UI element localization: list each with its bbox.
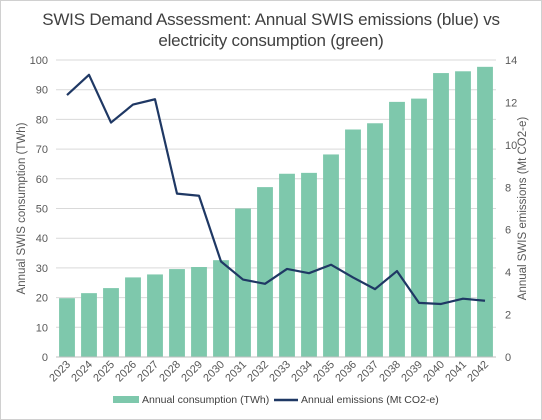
chart-title-line-2: electricity consumption (green) xyxy=(158,31,384,50)
legend-emissions-label: Annual emissions (Mt CO2-e) xyxy=(301,394,439,406)
x-tick-label: 2025 xyxy=(91,359,117,385)
consumption-bar xyxy=(235,208,251,357)
y-right-tick-label: 12 xyxy=(505,97,517,109)
consumption-bar xyxy=(169,269,185,357)
y-left-tick-label: 0 xyxy=(42,352,48,364)
y-left-tick-label: 80 xyxy=(36,114,48,126)
x-tick-label: 2027 xyxy=(135,359,161,385)
y-left-tick-label: 70 xyxy=(36,144,48,156)
x-tick-label: 2029 xyxy=(179,359,205,385)
x-tick-label: 2026 xyxy=(113,359,139,385)
consumption-bar xyxy=(257,187,273,357)
x-tick-label: 2031 xyxy=(223,359,249,385)
x-tick-label: 2036 xyxy=(333,359,359,385)
legend-consumption-label: Annual consumption (TWh) xyxy=(142,394,269,406)
chart-title: SWIS Demand Assessment: Annual SWIS emis… xyxy=(0,9,542,51)
consumption-bar xyxy=(213,260,229,357)
x-tick-label: 2034 xyxy=(289,359,315,385)
y-left-tick-label: 40 xyxy=(36,233,48,245)
consumption-bar xyxy=(477,66,493,358)
x-tick-label: 2040 xyxy=(421,359,447,385)
y-right-axis-title: Annual SWIS emissions (Mt CO2-e) xyxy=(517,117,529,301)
y-right-tick-label: 14 xyxy=(505,55,517,67)
chart-title-line-1: SWIS Demand Assessment: Annual SWIS emis… xyxy=(42,10,500,29)
x-tick-label: 2024 xyxy=(69,359,95,385)
consumption-bar xyxy=(81,293,97,357)
x-tick-label: 2039 xyxy=(399,359,425,385)
x-tick-label: 2035 xyxy=(311,359,337,385)
y-right-tick-label: 2 xyxy=(505,310,511,322)
consumption-bar xyxy=(147,274,163,357)
y-right-tick-label: 8 xyxy=(505,182,511,194)
emissions-line xyxy=(66,73,486,306)
consumption-bar xyxy=(367,123,383,357)
consumption-bar xyxy=(345,129,361,357)
x-tick-label: 2032 xyxy=(245,359,271,385)
consumption-bar xyxy=(103,288,119,357)
x-tick-label: 2023 xyxy=(47,359,73,385)
x-tick-label: 2041 xyxy=(443,359,469,385)
consumption-bar xyxy=(455,71,471,357)
y-left-axis-title: Annual SWIS consumption (TWh) xyxy=(16,122,28,294)
y-right-tick-label: 6 xyxy=(505,225,511,237)
x-tick-label: 2030 xyxy=(201,359,227,385)
y-left-tick-label: 50 xyxy=(36,204,48,216)
consumption-bar xyxy=(433,73,449,358)
consumption-bar xyxy=(191,267,207,357)
y-left-tick-label: 100 xyxy=(30,55,48,67)
consumption-bar xyxy=(279,173,295,357)
x-tick-label: 2028 xyxy=(157,359,183,385)
y-left-tick-label: 20 xyxy=(36,293,48,305)
consumption-bar xyxy=(323,154,339,357)
consumption-bar xyxy=(389,101,405,357)
x-tick-label: 2038 xyxy=(377,359,403,385)
y-right-tick-label: 4 xyxy=(505,267,511,279)
y-right-tick-label: 0 xyxy=(505,352,511,364)
y-left-tick-label: 30 xyxy=(36,263,48,275)
y-left-tick-label: 60 xyxy=(36,174,48,186)
y-left-tick-label: 90 xyxy=(36,85,48,97)
legend-consumption-swatch xyxy=(113,396,139,403)
x-tick-label: 2037 xyxy=(355,359,381,385)
y-right-tick-label: 10 xyxy=(505,140,517,152)
consumption-bar xyxy=(411,98,427,358)
x-tick-label: 2042 xyxy=(465,359,491,385)
x-tick-label: 2033 xyxy=(267,359,293,385)
consumption-bar xyxy=(125,277,141,357)
y-left-tick-label: 10 xyxy=(36,322,48,334)
consumption-bar xyxy=(301,172,317,357)
consumption-bar xyxy=(59,298,75,357)
